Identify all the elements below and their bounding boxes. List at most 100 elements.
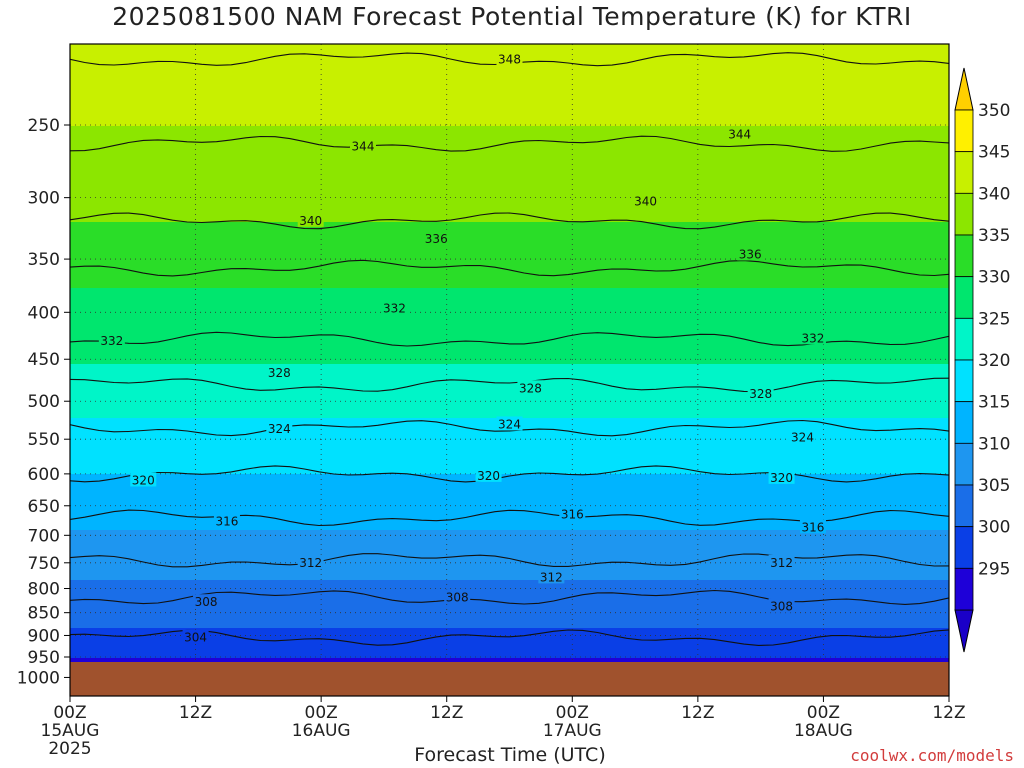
field-band [70, 494, 949, 497]
field-band [70, 138, 949, 141]
field-band [70, 648, 949, 651]
field-band [70, 492, 949, 495]
field-band [70, 170, 949, 173]
field-band [70, 298, 949, 301]
field-band [70, 162, 949, 165]
field-band [70, 244, 949, 247]
isentrope-340 [70, 212, 949, 230]
contour-label-bg [381, 300, 408, 315]
field-band [70, 466, 949, 469]
contour-label-bg [130, 472, 157, 487]
field-band [70, 216, 949, 219]
field-band [70, 84, 949, 87]
field-band [70, 202, 949, 205]
y-tick-label: 700 [28, 526, 60, 546]
field-band [70, 590, 949, 593]
field-band [70, 406, 949, 409]
colorbar-label: 340 [978, 184, 1010, 204]
field-band [70, 412, 949, 415]
field-band [70, 336, 949, 339]
field-band [70, 452, 949, 455]
field-band [70, 588, 949, 591]
y-tick-label: 300 [28, 189, 60, 209]
field-band [70, 506, 949, 509]
colorbar-label: 315 [978, 393, 1010, 413]
field-band [70, 512, 949, 515]
contour-label: 320 [477, 469, 500, 483]
field-band [70, 120, 949, 123]
contour-label: 308 [770, 600, 793, 614]
colorbar-label: 345 [978, 143, 1010, 163]
field-band [70, 558, 949, 561]
contour-label-bg [297, 212, 324, 227]
colorbar-swatch-315 [954, 401, 974, 444]
field-band [70, 518, 949, 521]
potential-temperature-field [70, 44, 949, 696]
isentrope-332 [70, 331, 949, 347]
field-band [70, 132, 949, 135]
field-band [70, 106, 949, 109]
field-band [70, 80, 949, 83]
contour-label: 320 [132, 473, 155, 487]
field-band [70, 638, 949, 641]
contour-label: 332 [100, 334, 123, 348]
contour-label: 332 [383, 301, 406, 315]
source-credit: coolwx.com/models [850, 746, 1014, 765]
field-band [70, 190, 949, 193]
field-band [70, 46, 949, 49]
field-band [70, 592, 949, 595]
x-tick-label: 00Z [807, 703, 840, 723]
field-band [70, 188, 949, 191]
field-band [70, 612, 949, 615]
contour-labels: 348 344 344 340 340 336 336 332 332 332 328 328 328 3… [98, 51, 826, 645]
field-band [70, 642, 949, 645]
field-band [70, 374, 949, 377]
field-band [70, 254, 949, 257]
field-band [70, 516, 949, 519]
field-band [70, 604, 949, 607]
field-band [70, 616, 949, 619]
field-band [70, 230, 949, 233]
field-band [70, 450, 949, 453]
field-band [70, 350, 949, 353]
field-band [70, 158, 949, 161]
field-band [70, 112, 949, 115]
contour-label-bg [799, 330, 826, 345]
field-band [70, 240, 949, 243]
field-band [70, 284, 949, 287]
contour-label-bg [193, 594, 220, 609]
field-band [70, 626, 949, 629]
field-band [70, 434, 949, 437]
contour-label: 348 [498, 52, 521, 66]
field-band [70, 256, 949, 259]
field-band [70, 586, 949, 589]
contour-label: 324 [268, 422, 291, 436]
field-band [70, 582, 949, 585]
field-band [70, 156, 949, 159]
y-tick-label: 800 [28, 580, 60, 600]
field-band [70, 246, 949, 249]
field-band [70, 144, 949, 147]
isentrope-328 [70, 377, 949, 393]
field-band [70, 584, 949, 587]
field-band [70, 570, 949, 573]
field-band [70, 270, 949, 273]
field-band [70, 180, 949, 183]
field-band [70, 294, 949, 297]
field-band [70, 380, 949, 383]
field-band [70, 456, 949, 459]
isentrope-312 [70, 553, 949, 568]
field-band [70, 368, 949, 371]
colorbar-swatch-305 [954, 484, 974, 528]
field-band [70, 656, 949, 659]
field-band [70, 378, 949, 381]
y-tick-label: 650 [28, 497, 60, 517]
colorbar-label: 300 [978, 518, 1010, 538]
colorbar-label: 305 [978, 476, 1010, 496]
field-band [70, 482, 949, 485]
field-band [70, 194, 949, 197]
field-band [70, 470, 949, 473]
field-band [70, 94, 949, 97]
